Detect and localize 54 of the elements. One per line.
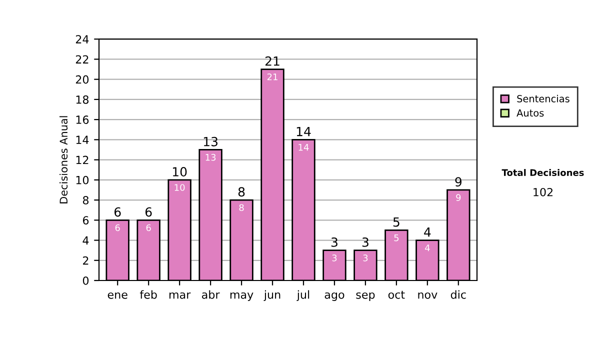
data-label: 6 (146, 224, 151, 232)
y-tick-label: 14 (76, 136, 89, 144)
data-label: 3 (332, 254, 337, 262)
total-label: 6 (114, 207, 121, 217)
data-label: 9 (456, 194, 461, 201)
data-label: 4 (424, 244, 430, 252)
data-label: 5 (394, 234, 399, 242)
total-label: 5 (393, 217, 400, 227)
y-tick-label: 18 (76, 95, 89, 104)
y-tick-label: 8 (82, 196, 89, 204)
total-label: 3 (331, 237, 338, 247)
text: Total Decisiones (502, 169, 584, 176)
total-label: 4 (424, 228, 431, 237)
x-tick-label: oct (388, 290, 405, 299)
x-tick-label: mar (169, 292, 191, 299)
y-tick-label: 16 (76, 116, 89, 124)
x-tick-label: ago (324, 292, 344, 301)
y-tick-label: 12 (76, 156, 88, 164)
y-tick-label: 2 (83, 256, 88, 265)
data-label: 3 (363, 254, 368, 262)
total-label: 13 (204, 136, 218, 146)
x-tick-label: feb (140, 290, 157, 299)
y-tick-label: 22 (76, 55, 88, 64)
data-label: 8 (239, 204, 244, 212)
total-label: 6 (145, 207, 152, 217)
data-label: 21 (267, 73, 278, 80)
total-label: 21 (265, 56, 280, 66)
y-axis-title: Decisiones Anual (60, 116, 68, 204)
total-label: 8 (238, 187, 245, 197)
total-label: 10 (172, 167, 187, 176)
total-label: 3 (362, 237, 368, 247)
y-tick-label: 10 (76, 176, 89, 184)
x-tick-label: nov (418, 292, 438, 299)
x-tick-label: sep (356, 292, 375, 301)
x-tick-label: jul (296, 290, 310, 301)
data-label: 13 (206, 154, 216, 161)
x-tick-label: ene (108, 292, 128, 299)
y-tick-label: 24 (76, 35, 89, 44)
data-label: 6 (115, 224, 120, 232)
total-label: 9 (455, 177, 462, 187)
y-tick-label: 4 (82, 236, 89, 244)
legend-label: Autos (516, 109, 544, 117)
y-tick-label: 0 (82, 276, 89, 285)
text: 102 (534, 188, 552, 196)
data-label: 10 (174, 184, 185, 191)
x-tick-label: may (230, 292, 254, 301)
data-label: 14 (298, 144, 309, 151)
y-tick-label: 6 (82, 216, 89, 225)
y-tick-label: 20 (76, 75, 89, 84)
total-label: 14 (296, 126, 311, 136)
x-tick-label: dic (450, 290, 466, 299)
x-tick-label: jun (264, 290, 280, 301)
legend-label: Sentencias (517, 94, 570, 102)
x-tick-label: abr (202, 290, 220, 299)
